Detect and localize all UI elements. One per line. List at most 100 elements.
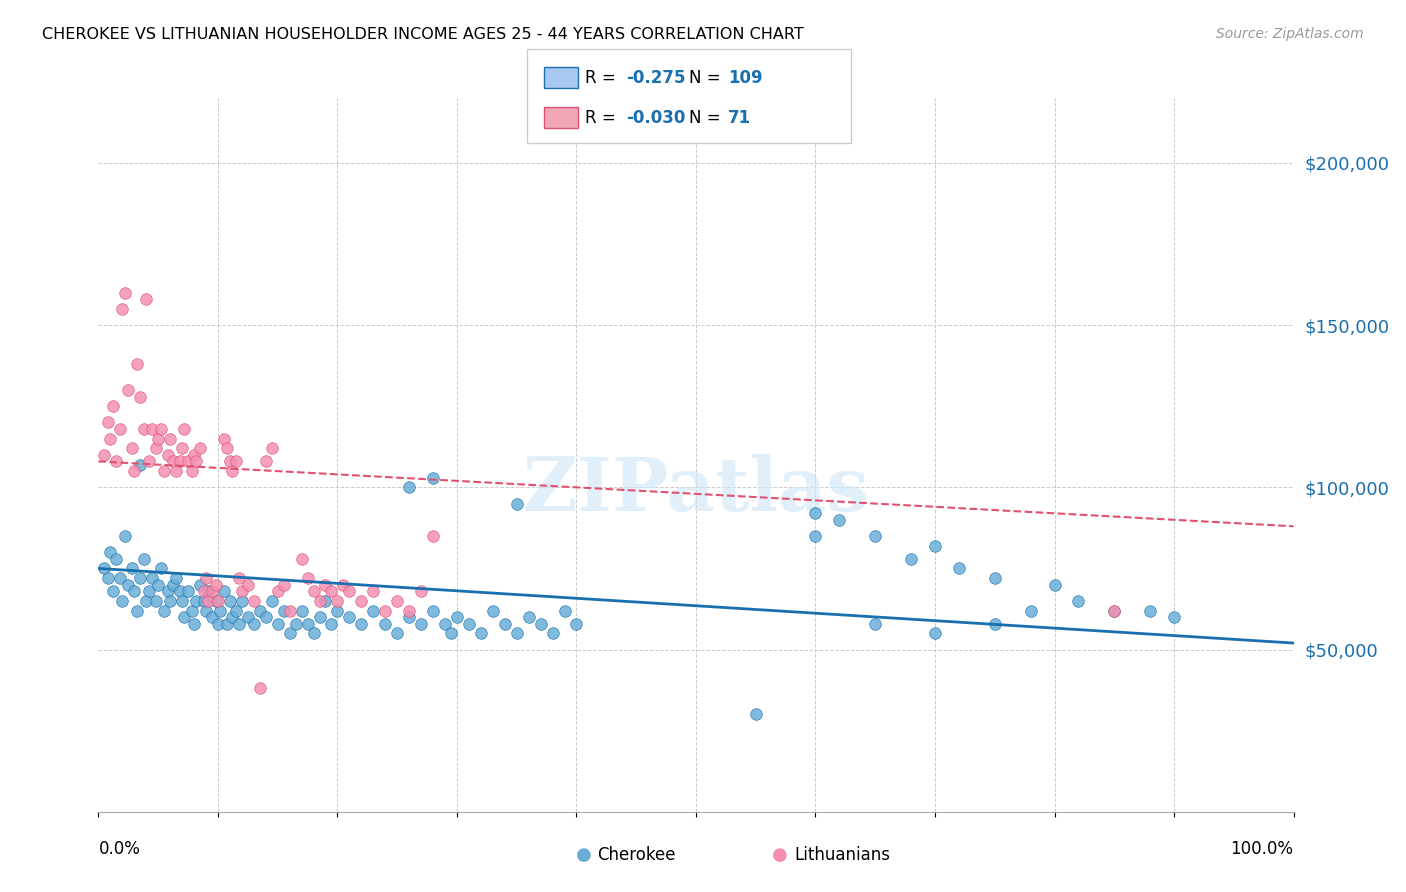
Point [243, 594, 266, 608]
Point [291, 551, 314, 566]
Point [273, 604, 295, 618]
Point [111, 594, 134, 608]
Point [278, 626, 301, 640]
Text: CHEROKEE VS LITHUANIAN HOUSEHOLDER INCOME AGES 25 - 44 YEARS CORRELATION CHART: CHEROKEE VS LITHUANIAN HOUSEHOLDER INCOM… [42, 27, 804, 42]
Point [219, 594, 242, 608]
Point [1067, 594, 1090, 608]
Point [291, 604, 314, 618]
Text: N =: N = [689, 69, 725, 87]
Point [745, 707, 768, 722]
Point [1139, 604, 1161, 618]
Point [129, 458, 152, 472]
Point [217, 616, 239, 631]
Point [153, 604, 176, 618]
Point [804, 506, 827, 520]
Text: 0.0%: 0.0% [98, 840, 141, 858]
Point [804, 529, 827, 543]
Point [422, 470, 444, 484]
Point [162, 454, 184, 468]
Text: 109: 109 [728, 69, 763, 87]
Point [101, 584, 124, 599]
Point [374, 616, 396, 631]
Point [398, 610, 420, 624]
Text: Cherokee: Cherokee [598, 846, 676, 863]
Point [93, 448, 115, 462]
Text: -0.030: -0.030 [626, 109, 685, 127]
Point [117, 383, 139, 397]
Point [517, 610, 540, 624]
Point [1163, 610, 1185, 624]
Point [156, 448, 179, 462]
Point [114, 285, 136, 300]
Point [145, 594, 167, 608]
Point [236, 577, 259, 591]
Point [411, 584, 433, 599]
Point [173, 422, 195, 436]
Point [231, 594, 253, 608]
Point [554, 604, 576, 618]
Point [863, 529, 887, 543]
Point [129, 571, 152, 585]
Point [231, 584, 253, 599]
Point [984, 571, 1007, 585]
Point [458, 616, 481, 631]
Point [385, 626, 409, 640]
Point [138, 584, 160, 599]
Point [97, 416, 120, 430]
Point [177, 454, 200, 468]
Point [207, 594, 229, 608]
Point [148, 577, 170, 591]
Point [162, 577, 184, 591]
Point [374, 604, 396, 618]
Point [141, 422, 163, 436]
Point [440, 626, 463, 640]
Point [188, 442, 211, 456]
Point [124, 464, 146, 478]
Text: 71: 71 [728, 109, 751, 127]
Point [422, 529, 444, 543]
Point [350, 616, 373, 631]
Point [332, 577, 354, 591]
Point [105, 454, 128, 468]
Text: Lithuanians: Lithuanians [794, 846, 890, 863]
Point [98, 545, 122, 559]
Point [124, 584, 146, 599]
Point [1102, 604, 1125, 618]
Point [111, 301, 134, 316]
Point [948, 561, 970, 575]
Point [1102, 604, 1125, 618]
Point [212, 584, 235, 599]
Point [201, 610, 224, 624]
Point [194, 604, 218, 618]
Point [132, 422, 155, 436]
Point [207, 616, 229, 631]
Point [236, 610, 259, 624]
Point [172, 442, 194, 456]
Point [209, 604, 232, 618]
Point [308, 610, 330, 624]
Point [186, 594, 208, 608]
Point [172, 594, 194, 608]
Point [984, 616, 1007, 631]
Point [193, 594, 215, 608]
Point [180, 464, 202, 478]
Point [135, 292, 157, 306]
Point [197, 584, 219, 599]
Point [121, 561, 143, 575]
Point [173, 610, 195, 624]
Point [297, 616, 319, 631]
Point [148, 432, 170, 446]
Point [321, 616, 343, 631]
Point [398, 480, 420, 494]
Point [108, 571, 131, 585]
Text: ZIPatlas: ZIPatlas [523, 454, 869, 527]
Point [141, 571, 163, 585]
Point [385, 594, 409, 608]
Point [204, 577, 226, 591]
Point [828, 513, 851, 527]
Point [260, 442, 283, 456]
Point [278, 604, 301, 618]
Point [169, 454, 191, 468]
Point [273, 577, 295, 591]
Point [260, 594, 283, 608]
